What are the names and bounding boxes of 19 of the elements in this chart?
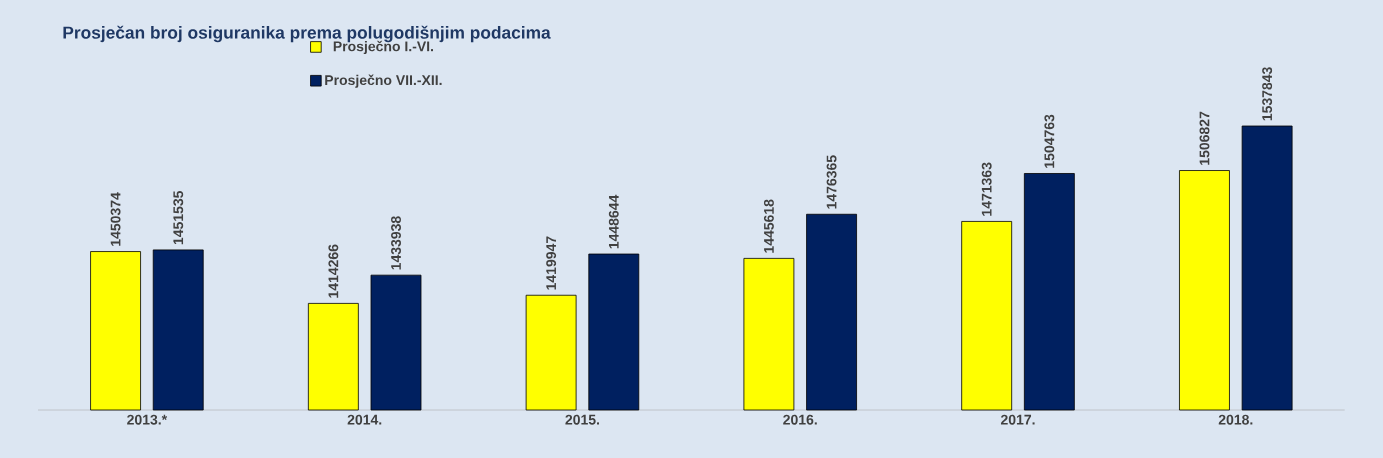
data-label: 1504763 — [1044, 114, 1055, 168]
data-label: 1445618 — [763, 199, 774, 253]
data-label: 1537843 — [1262, 67, 1273, 121]
x-tick-label: 2016. — [783, 414, 817, 425]
data-label: 1448644 — [608, 194, 619, 249]
x-tick-label: 2014. — [347, 414, 382, 425]
x-tick-label: 2013.* — [127, 414, 168, 425]
data-label: 1433938 — [391, 216, 401, 270]
data-label: 1450374 — [110, 192, 121, 246]
x-tick-label: 2018. — [1218, 414, 1253, 425]
data-label: 1451535 — [173, 190, 184, 245]
x-tick-label: 2015. — [565, 414, 599, 425]
data-label: 1471363 — [981, 162, 992, 216]
legend-label: Prosječno VII.-XII. — [325, 74, 442, 88]
data-label: 1506827 — [1199, 111, 1210, 165]
data-label: 1414266 — [328, 244, 339, 298]
data-label: 1476365 — [826, 155, 837, 209]
data-label: 1419947 — [546, 236, 557, 290]
x-tick-label: 2017. — [1000, 414, 1035, 425]
